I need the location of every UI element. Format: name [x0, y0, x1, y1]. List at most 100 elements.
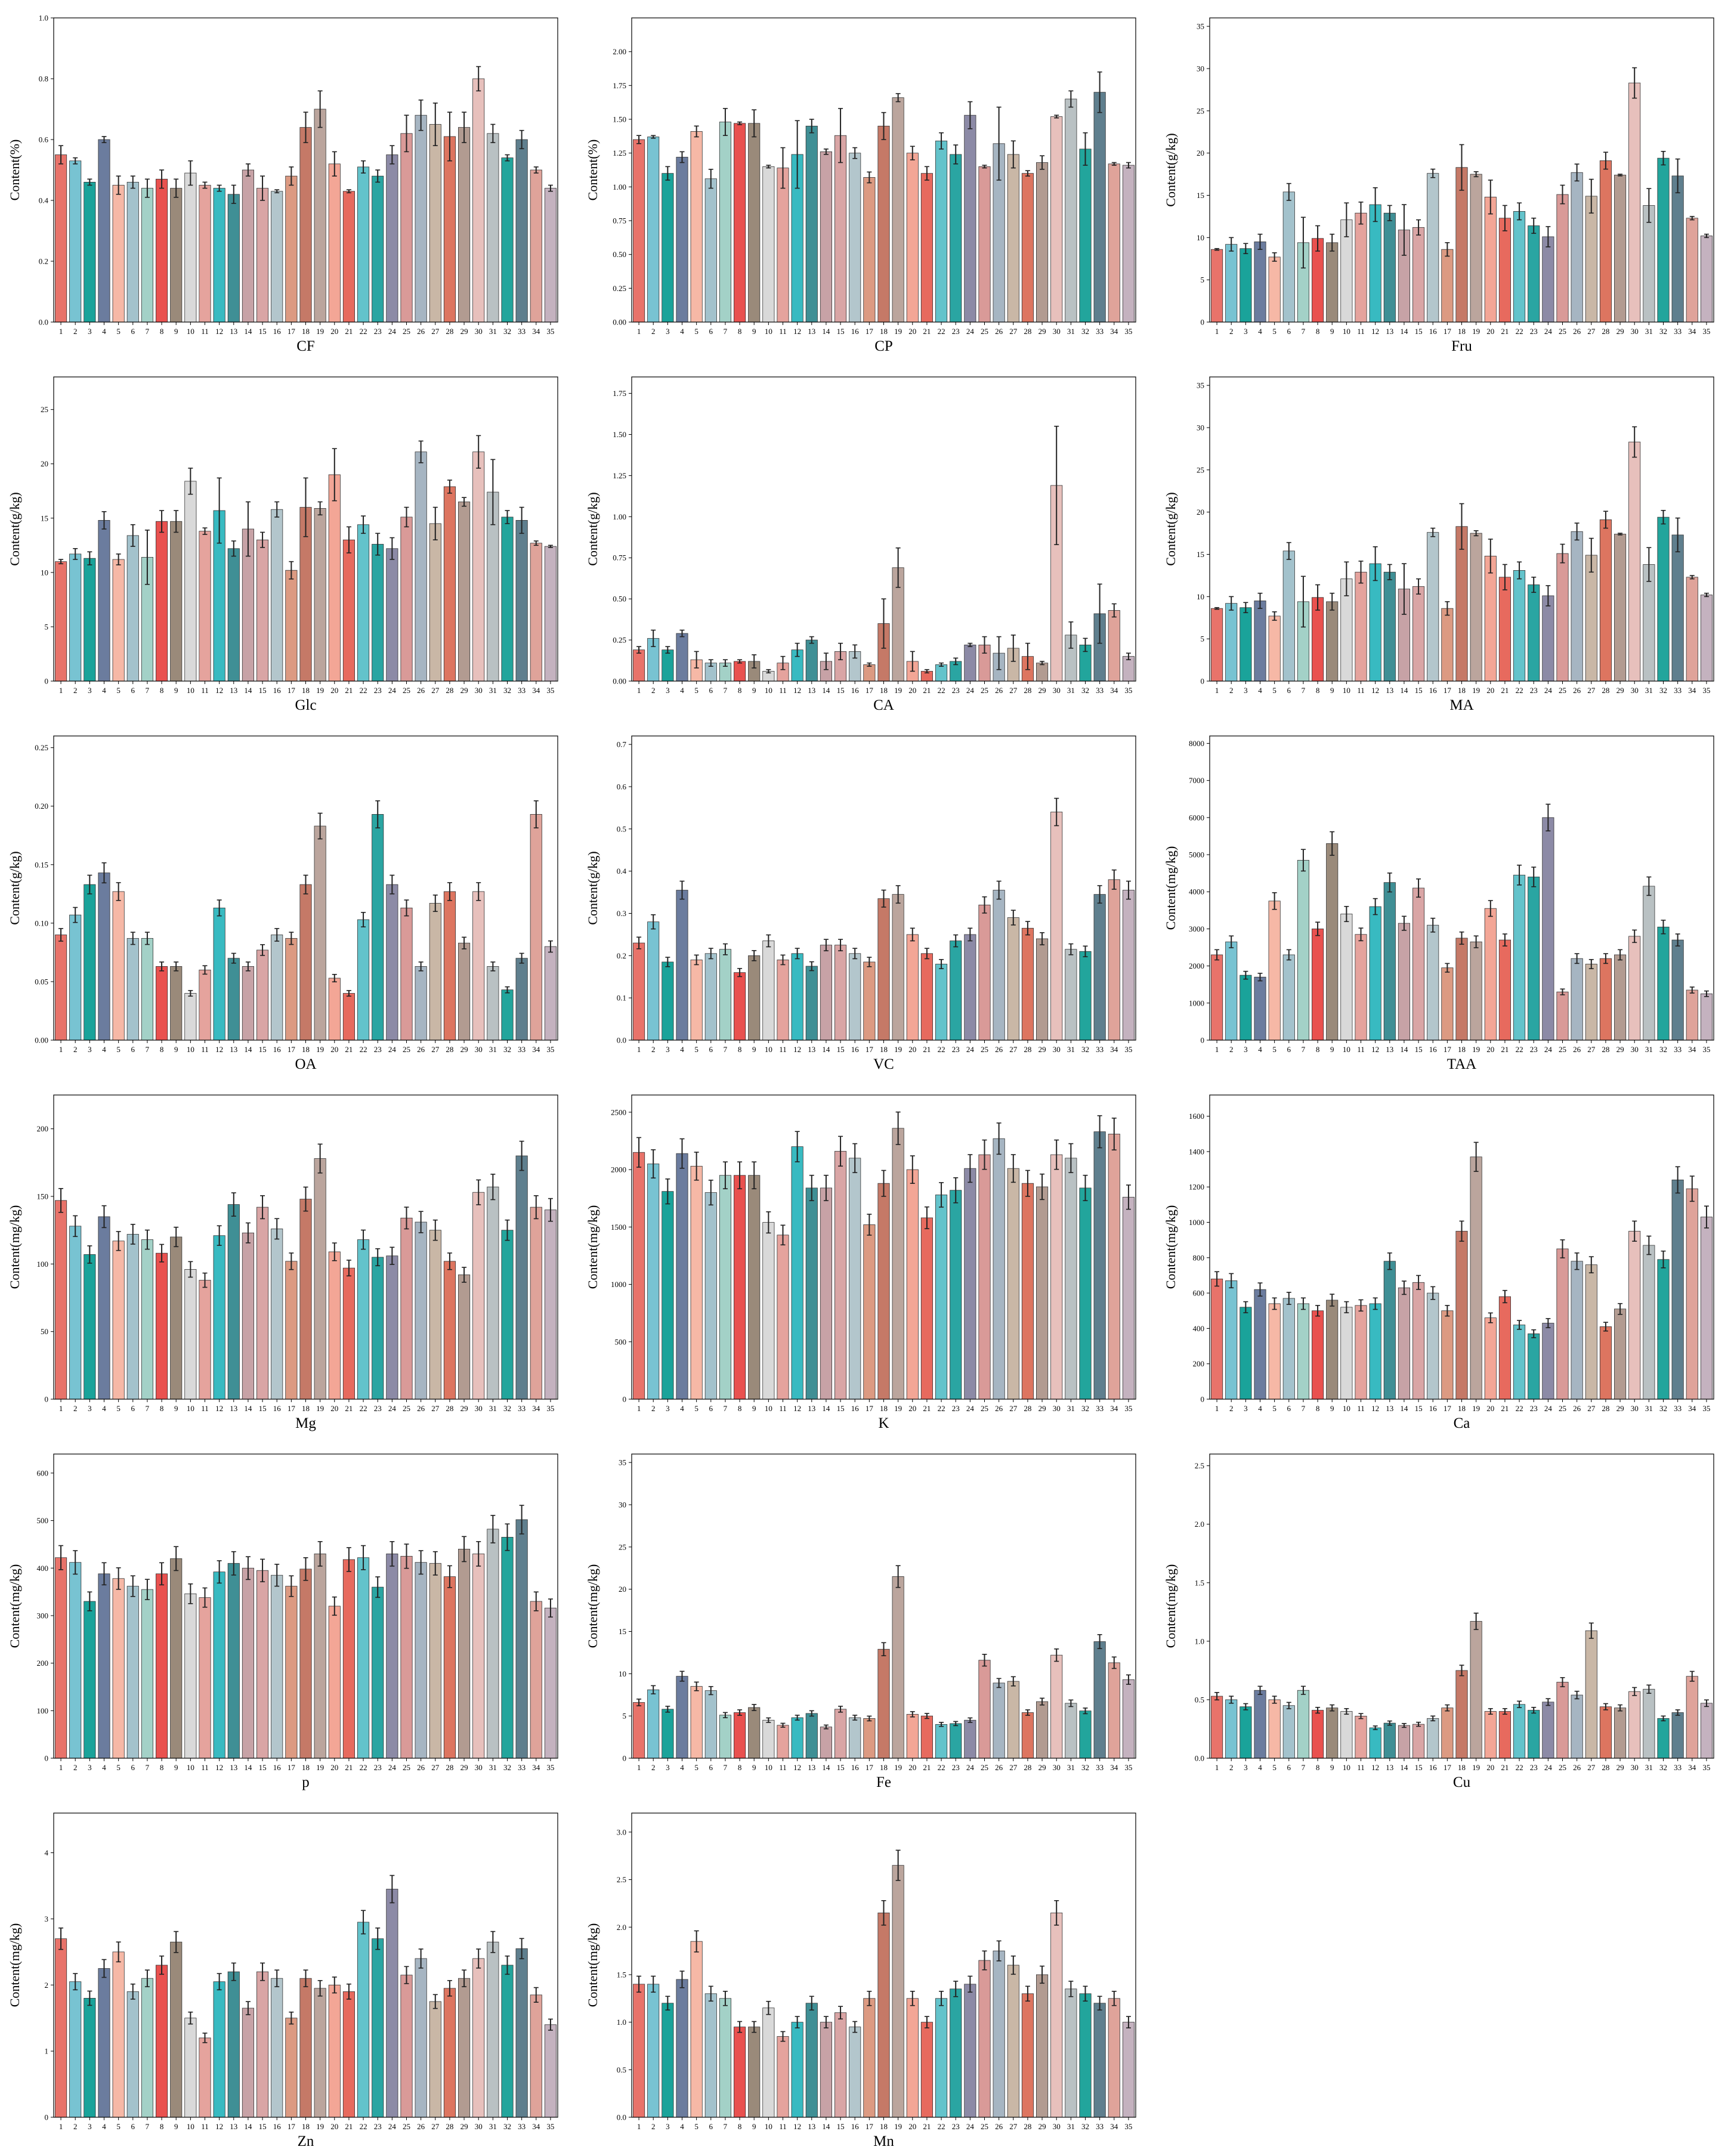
x-tick-label: 34	[1688, 1763, 1696, 1772]
bar-30	[472, 1553, 485, 1759]
error-bar-31	[490, 459, 496, 525]
bar-23	[372, 1938, 384, 2118]
y-tick-label: 20	[619, 1585, 626, 1594]
x-tick-label: 17	[866, 1045, 874, 1054]
x-tick-label: 12	[793, 1045, 801, 1054]
error-bar-24	[390, 1541, 395, 1567]
bar-2	[1225, 941, 1238, 1041]
x-tick-label: 15	[837, 2122, 845, 2131]
bar-22	[1513, 1704, 1526, 1759]
error-bar-30	[476, 435, 481, 469]
x-axis-label: p	[302, 1774, 310, 1790]
x-tick-label: 23	[374, 686, 382, 695]
bar-11	[777, 1725, 789, 1759]
error-bar-18	[303, 1969, 308, 1987]
bar-31	[487, 1186, 499, 1400]
x-tick-label: 18	[1458, 1404, 1466, 1413]
x-tick-label: 30	[1631, 1045, 1639, 1054]
error-bar-12	[795, 1715, 800, 1721]
x-tick-label: 16	[1429, 1404, 1438, 1413]
x-tick-label: 24	[966, 686, 975, 695]
error-bar-18	[303, 477, 308, 537]
bar-19	[1470, 533, 1482, 682]
y-tick-label: 0.5	[617, 824, 626, 833]
x-tick-label: 7	[1302, 1763, 1306, 1772]
bar-19	[892, 1576, 904, 1759]
bar-31	[1065, 1158, 1077, 1400]
bar-24	[964, 115, 976, 323]
error-bar-23	[1531, 1329, 1537, 1338]
x-tick-label: 25	[981, 1763, 988, 1772]
error-bar-2	[1229, 237, 1234, 252]
error-bar-9	[1330, 1294, 1335, 1307]
plot-frame	[1209, 1094, 1714, 1400]
x-tick-label: 34	[532, 686, 540, 695]
x-tick-label: 33	[1096, 327, 1104, 336]
y-tick-label: 0	[45, 1754, 49, 1763]
error-bar-21	[346, 1983, 351, 2000]
error-bar-6	[130, 1224, 135, 1245]
x-tick-label: 32	[1659, 686, 1667, 695]
error-bar-34	[1689, 575, 1695, 580]
error-bar-16	[274, 1218, 280, 1240]
bar-9	[748, 955, 761, 1041]
error-bar-28	[1025, 170, 1030, 177]
bar-30	[472, 891, 485, 1041]
error-bar-14	[823, 149, 829, 155]
x-tick-label: 5	[116, 1763, 120, 1772]
x-tick-label: 14	[1400, 1763, 1408, 1772]
x-tick-label: 7	[724, 327, 728, 336]
x-tick-label: 9	[1330, 327, 1334, 336]
bar-5	[112, 1951, 125, 2118]
error-bar-35	[548, 1198, 553, 1222]
x-tick-label: 30	[1631, 327, 1639, 336]
bar-10	[184, 481, 197, 682]
x-tick-label: 3	[88, 686, 92, 695]
x-tick-label: 31	[1067, 1763, 1075, 1772]
bar-2	[1225, 1699, 1238, 1759]
x-tick-label: 1	[1215, 1763, 1219, 1772]
x-tick-label: 13	[808, 1045, 815, 1054]
bar-33	[1093, 1131, 1106, 1400]
x-tick-label: 5	[694, 686, 698, 695]
error-bar-33	[1675, 1166, 1680, 1194]
error-bar-7	[722, 1991, 728, 2006]
x-tick-label: 6	[1287, 1763, 1291, 1772]
x-tick-label: 22	[938, 1404, 945, 1413]
x-tick-label: 6	[131, 2122, 135, 2131]
error-bar-31	[1068, 943, 1074, 955]
error-bar-7	[722, 1161, 728, 1190]
bar-6	[1282, 191, 1295, 323]
x-tick-label: 30	[475, 327, 483, 336]
x-tick-label: 34	[532, 2122, 540, 2131]
bar-26	[993, 1138, 1005, 1400]
bar-24	[386, 154, 398, 323]
error-bar-17	[1445, 1305, 1450, 1317]
bar-21	[1498, 1711, 1511, 1759]
y-axis-label: Content(g/kg)	[7, 851, 22, 924]
error-bar-32	[1661, 151, 1666, 166]
y-tick-label: 0	[623, 1754, 627, 1763]
y-tick-label: 1000	[611, 1280, 626, 1289]
x-tick-label: 28	[1024, 2122, 1031, 2131]
error-bar-2	[651, 1685, 656, 1694]
error-bar-32	[1083, 1985, 1088, 2002]
error-bar-3	[665, 1996, 670, 2011]
x-tick-label: 13	[808, 686, 815, 695]
bar-3	[1240, 975, 1252, 1041]
error-bar-27	[1588, 537, 1594, 573]
error-bar-2	[1229, 596, 1234, 611]
error-bar-12	[1373, 187, 1378, 222]
bar-14	[820, 2022, 832, 2118]
error-bar-22	[361, 1545, 366, 1570]
x-tick-label: 22	[360, 327, 367, 336]
x-tick-label: 6	[709, 1763, 713, 1772]
error-bar-20	[910, 146, 915, 160]
bar-14	[820, 1187, 832, 1400]
bar-35	[1700, 1703, 1713, 1759]
bar-13	[1383, 1261, 1396, 1400]
error-bar-23	[1531, 217, 1537, 234]
x-tick-label: 12	[1371, 1763, 1379, 1772]
bar-25	[1556, 553, 1569, 682]
error-bar-1	[58, 928, 64, 942]
